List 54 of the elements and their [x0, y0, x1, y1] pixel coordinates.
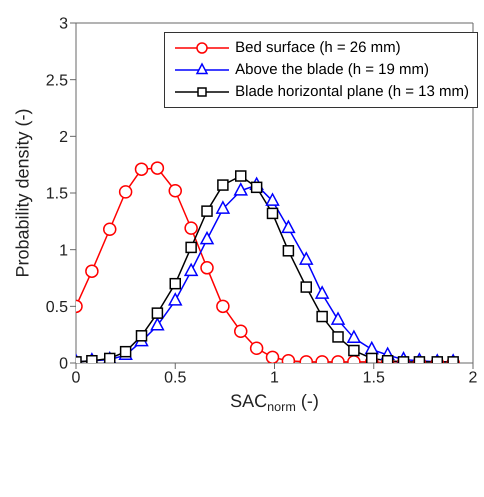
- x-axis-title: SAC$_{norm}$ (-): [230, 391, 319, 414]
- y-tick-label: 1: [59, 242, 68, 260]
- point: [168, 292, 182, 306]
- point: [168, 184, 182, 198]
- point: [315, 286, 329, 299]
- x-tick-label: 2: [468, 369, 478, 386]
- point: [134, 162, 148, 176]
- point: [152, 307, 164, 319]
- x-tick-label: 0.5: [164, 369, 186, 386]
- x-tick-label: 0: [72, 369, 81, 386]
- point: [282, 220, 296, 234]
- point: [348, 344, 360, 356]
- point: [102, 222, 116, 236]
- point: [200, 232, 214, 244]
- point: [282, 245, 294, 257]
- point: [150, 318, 164, 331]
- point: [366, 352, 378, 363]
- y-tick-label: 0: [59, 356, 68, 373]
- point: [118, 185, 132, 199]
- point: [120, 346, 132, 358]
- point: [331, 312, 345, 325]
- point: [201, 205, 213, 217]
- x-tick-label: 1: [270, 369, 280, 386]
- point: [316, 310, 328, 322]
- point: [85, 264, 99, 278]
- point: [234, 182, 248, 196]
- point: [216, 201, 230, 214]
- point: [250, 182, 262, 194]
- point: [266, 350, 280, 363]
- point: [200, 261, 214, 275]
- point: [184, 263, 198, 276]
- point: [184, 221, 198, 235]
- legend-label: Blade horizontal plane (h = 13 mm): [235, 82, 469, 102]
- point: [332, 331, 344, 343]
- point: [217, 179, 229, 191]
- point: [170, 278, 181, 290]
- point: [185, 242, 197, 254]
- point: [266, 193, 280, 206]
- y-tick-label: 0.5: [46, 299, 68, 316]
- point: [150, 161, 164, 175]
- y-tick-label: 2: [59, 129, 68, 146]
- y-tick-label: 3: [59, 16, 68, 33]
- point: [347, 330, 361, 344]
- point: [300, 252, 314, 265]
- point: [216, 300, 230, 314]
- point: [235, 170, 247, 182]
- x-tick-label: 1.5: [362, 369, 385, 386]
- legend-label: Bed surface (h = 26 mm): [235, 38, 401, 58]
- y-axis-title: Probability density (-): [12, 108, 32, 278]
- point: [300, 281, 312, 293]
- point: [266, 208, 278, 220]
- y-tick-label: 1.5: [46, 186, 68, 203]
- legend-label: Above the blade (h = 19 mm): [235, 60, 429, 80]
- y-tick-label: 2.5: [46, 72, 68, 90]
